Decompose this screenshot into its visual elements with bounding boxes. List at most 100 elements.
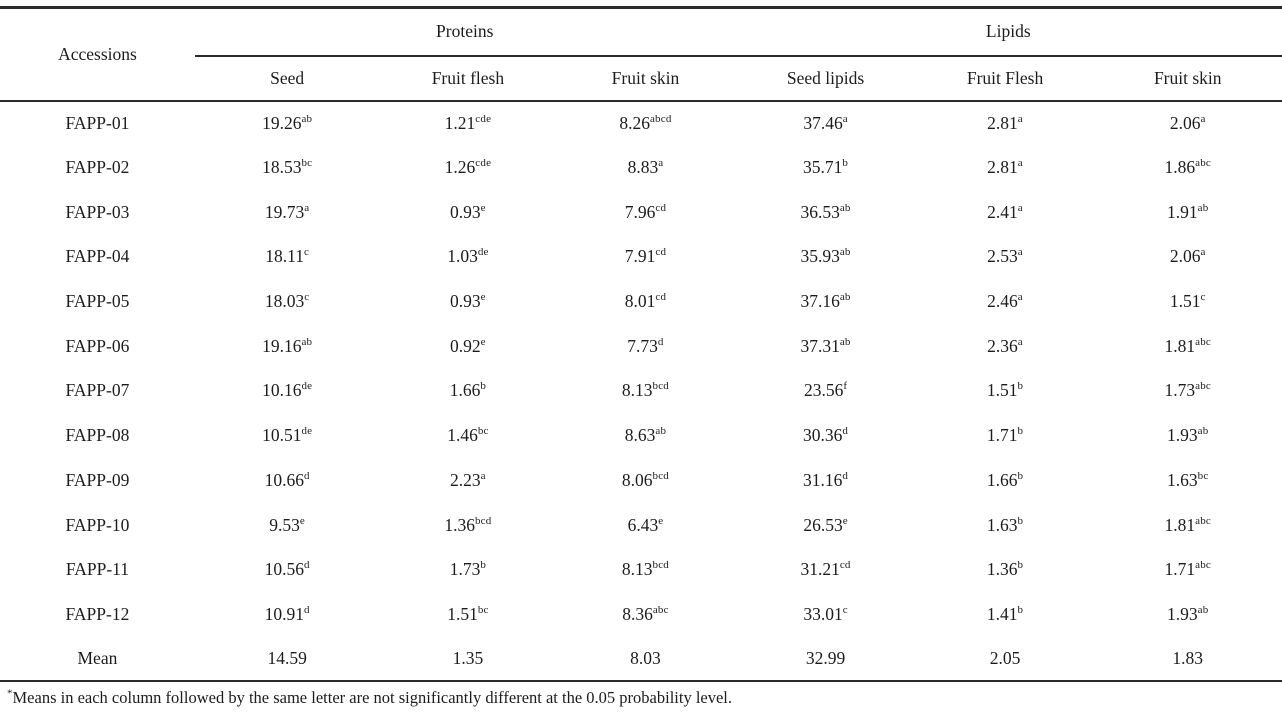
value-cell: 1.93ab [1093,413,1282,458]
value-cell: 1.63b [917,503,1094,548]
significance-letters: a [1200,246,1206,259]
column-subheader-seed: Seed [194,55,380,102]
value-cell: 6.43e [556,503,734,548]
cell-value: 1.71 [986,425,1018,446]
cell-value: 1.93 [1167,425,1198,446]
table-row: FAPP-10 9.53e 1.36bcd 6.43e 26.53e 1.63b 1.81a… [0,503,1282,548]
significance-letters: bc [477,604,489,617]
significance-letters: a [1017,201,1023,214]
value-cell: 1.46bc [379,413,556,458]
value-cell: 10.51de [195,413,380,458]
significance-letters: abc [1195,157,1211,170]
significance-letters: cd [655,246,667,259]
significance-letters: e [480,201,486,214]
cell-value: 1.51 [447,603,478,624]
value-cell: 1.36b [917,547,1094,592]
mean-row-label: Mean [77,648,118,669]
mean-value-cell: 1.83 [1172,648,1204,669]
value-cell: 1.21cde [379,101,556,146]
cell-value: 9.53 [269,514,300,535]
cell-value: 8.26 [619,112,650,133]
cell-value: 2.36 [987,335,1018,356]
value-cell: 1.51c [1093,279,1282,324]
significance-letters: abc [652,604,669,617]
cell-value: 1.03 [447,246,478,267]
cell-value: 19.16 [262,335,302,356]
cell-value: 10.56 [264,559,304,580]
significance-letters: b [1017,604,1024,617]
mean-value-cell: 32.99 [805,648,846,669]
significance-letters: d [842,470,849,483]
significance-letters: a [1017,113,1023,126]
value-cell: 2.81a [917,145,1094,190]
value-cell: 30.36d [735,413,917,458]
column-group-header-lipids: Lipids [734,7,1282,57]
cell-value: 1.46 [447,425,478,446]
table-row: FAPP-01 19.26ab 1.21cde 8.26abcd 37.46a 2.81a… [0,101,1282,146]
cell-value: 1.66 [449,380,481,401]
accession-cell: FAPP-10 [65,514,130,535]
significance-letters: b [1017,380,1024,393]
value-cell: 1.41b [917,592,1094,637]
value-cell: 1.51b [917,369,1094,414]
table-row: FAPP-08 10.51de 1.46bc 8.63ab 30.36d 1.71b 1.9… [0,413,1282,458]
value-cell: 7.73d [556,324,734,369]
accession-cell: FAPP-06 [65,335,130,356]
cell-value: 18.11 [265,246,304,267]
value-cell: 10.66d [195,458,380,503]
significance-letters: b [480,380,487,393]
significance-letters: d [303,604,310,617]
significance-letters: abcd [649,113,672,126]
cell-value: 35.71 [803,157,843,178]
significance-letters: a [1017,291,1023,304]
cell-value: 30.36 [803,425,843,446]
cell-value: 2.53 [987,246,1018,267]
value-cell: 31.16d [735,458,917,503]
significance-letters: abc [1195,380,1211,393]
cell-value: 2.23 [450,469,481,490]
significance-letters: cd [655,201,667,214]
significance-letters: ab [839,335,851,348]
value-cell: 1.91ab [1093,190,1282,235]
cell-value: 1.86 [1164,157,1196,178]
cell-value: 37.46 [803,112,843,133]
cell-value: 10.16 [262,380,302,401]
value-cell: 8.06bcd [556,458,734,503]
cell-value: 1.51 [1169,291,1201,312]
significance-letters: bc [301,157,313,170]
significance-letters: a [1200,113,1206,126]
value-cell: 1.51bc [379,592,556,637]
value-cell: 7.96cd [556,190,734,235]
value-cell: 1.81abc [1093,324,1282,369]
group-header-row: Accessions Proteins Lipids [0,7,1282,102]
value-cell: 26.53e [735,503,917,548]
cell-value: 2.06 [1169,112,1201,133]
accession-cell: FAPP-12 [65,603,130,624]
cell-value: 1.63 [1167,469,1198,490]
value-cell: 1.63bc [1093,458,1282,503]
cell-value: 1.91 [1167,201,1198,222]
cell-value: 0.92 [450,335,481,356]
significance-letters: ab [1197,425,1209,438]
value-cell: 2.46a [917,279,1094,324]
significance-letters: bcd [652,380,669,393]
significance-letters: b [1017,470,1024,483]
cell-value: 31.21 [800,559,840,580]
table-row: FAPP-09 10.66d 2.23a 8.06bcd 31.16d 1.66b 1.63… [0,458,1282,503]
cell-value: 19.73 [264,201,305,222]
value-cell: 1.73abc [1093,369,1282,414]
value-cell: 33.01c [735,592,917,637]
value-cell: 10.91d [195,592,380,637]
significance-letters: de [477,246,489,259]
cell-value: 23.56 [803,380,844,401]
significance-letters: ab [839,246,851,259]
value-cell: 10.56d [195,547,380,592]
significance-letters: d [657,335,664,348]
cell-value: 6.43 [627,514,659,535]
significance-letters: ab [839,291,851,304]
column-subheader-fruit-flesh: Fruit Flesh [916,55,1094,102]
value-cell: 1.26cde [379,145,556,190]
column-header-accessions: Accessions [0,7,195,102]
value-cell: 8.36abc [556,592,734,637]
value-cell: 2.06a [1093,101,1282,146]
